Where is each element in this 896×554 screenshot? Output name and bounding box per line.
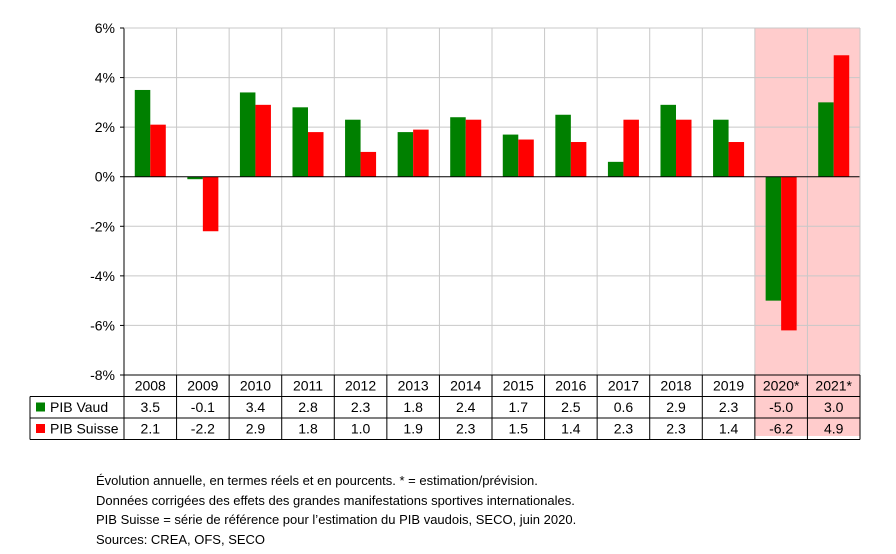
bar-vaud-2013 [397,132,414,177]
note-line-4: Sources: CREA, OFS, SECO [96,531,266,547]
bar-suisse-2017 [623,119,639,177]
data-label-vaud: 2.3 [719,399,739,415]
category-label: 2011 [293,378,323,394]
bar-vaud-2020* [765,176,782,301]
bar-suisse-2015 [518,139,534,177]
category-label: 2008 [135,378,166,394]
bar-vaud-2010 [239,92,256,177]
bar-suisse-2010 [255,104,271,177]
data-label-suisse: -6.2 [769,421,793,437]
category-label: 2013 [398,378,429,394]
bar-suisse-2020* [781,176,797,331]
bar-vaud-2021* [818,102,834,177]
data-label-vaud: -5.0 [769,399,793,415]
bar-vaud-2014 [450,117,466,177]
legend-label-vaud: PIB Vaud [50,399,108,415]
legend-swatch-vaud [36,402,45,412]
data-label-suisse: 2.1 [141,421,161,437]
bar-vaud-2015 [502,134,519,177]
y-tick-label: 4% [95,70,115,86]
bar-vaud-2019 [713,119,729,177]
data-label-suisse: 1.4 [561,421,581,437]
bar-suisse-2019 [728,142,745,177]
bar-suisse-2011 [308,132,324,177]
y-tick-label: -8% [90,367,115,383]
data-label-suisse: 1.8 [298,421,318,437]
y-tick-label: -2% [90,218,115,234]
data-label-vaud: 3.5 [141,399,161,415]
bar-vaud-2011 [292,107,308,177]
data-label-vaud: 2.8 [298,399,318,415]
bar-suisse-2021* [833,55,850,177]
category-label: 2015 [503,378,534,394]
bar-suisse-2018 [676,119,692,177]
category-label: 2014 [450,378,481,394]
data-label-vaud: 2.9 [666,399,686,415]
data-label-suisse: 2.3 [614,421,634,437]
data-label-suisse: 1.5 [509,421,529,437]
y-tick-label: 6% [95,20,115,36]
note-line-2: Données corrigées des effets des grandes… [96,492,575,508]
bar-suisse-2009 [202,176,219,232]
category-label: 2018 [660,378,691,394]
bar-vaud-2008 [134,89,151,177]
data-label-vaud: 1.7 [509,399,529,415]
y-tick-label: 2% [95,119,115,135]
category-label: 2012 [345,378,376,394]
note-line-1: Évolution annuelle, en termes réels et e… [96,473,538,488]
data-label-vaud: 2.4 [456,399,476,415]
gdp-growth-chart: -8% -6% -4% -2% 0% 2% 4% 6% 2008 2009 2010 2011 2012… [29,20,861,440]
data-label-suisse: 2.3 [456,421,476,437]
data-label-suisse: 1.9 [403,421,423,437]
category-label: 2020* [763,378,800,394]
data-label-vaud: 1.8 [403,399,423,415]
data-label-vaud: -0.1 [191,399,215,415]
bar-vaud-2018 [660,104,676,177]
y-tick-label: -6% [90,317,115,333]
category-label: 2016 [555,378,586,394]
legend-swatch-suisse [36,424,45,433]
data-label-suisse: 4.9 [824,421,844,437]
bar-vaud-2017 [607,161,624,177]
bar-vaud-2009 [187,176,203,180]
category-label: 2010 [240,378,271,394]
chart-notes: Évolution annuelle, en termes réels et e… [96,471,576,549]
data-label-vaud: 0.6 [614,399,634,415]
data-label-vaud: 3.0 [824,399,844,415]
category-label: 2009 [187,378,218,394]
data-label-suisse: 2.9 [246,421,266,437]
bar-suisse-2013 [413,129,429,177]
note-line-3: PIB Suisse = série de référence pour l’e… [96,512,577,527]
data-label-vaud: 2.5 [561,399,581,415]
bar-suisse-2008 [150,124,166,177]
data-label-suisse: 2.3 [666,421,686,437]
bar-suisse-2014 [465,119,482,177]
bar-vaud-2012 [345,119,361,177]
bar-suisse-2012 [360,151,377,177]
data-label-vaud: 2.3 [351,399,371,415]
data-label-suisse: 1.4 [719,421,739,437]
category-label: 2019 [713,378,744,394]
bar-suisse-2016 [570,142,587,177]
y-tick-label: 0% [95,169,115,185]
y-tick-label: -4% [90,268,115,284]
bar-vaud-2016 [555,114,571,177]
data-label-suisse: -2.2 [191,421,215,437]
category-label: 2017 [608,378,639,394]
data-label-suisse: 1.0 [351,421,371,437]
category-label: 2021* [815,378,852,394]
data-label-vaud: 3.4 [246,399,266,415]
legend-label-suisse: PIB Suisse [50,421,119,437]
